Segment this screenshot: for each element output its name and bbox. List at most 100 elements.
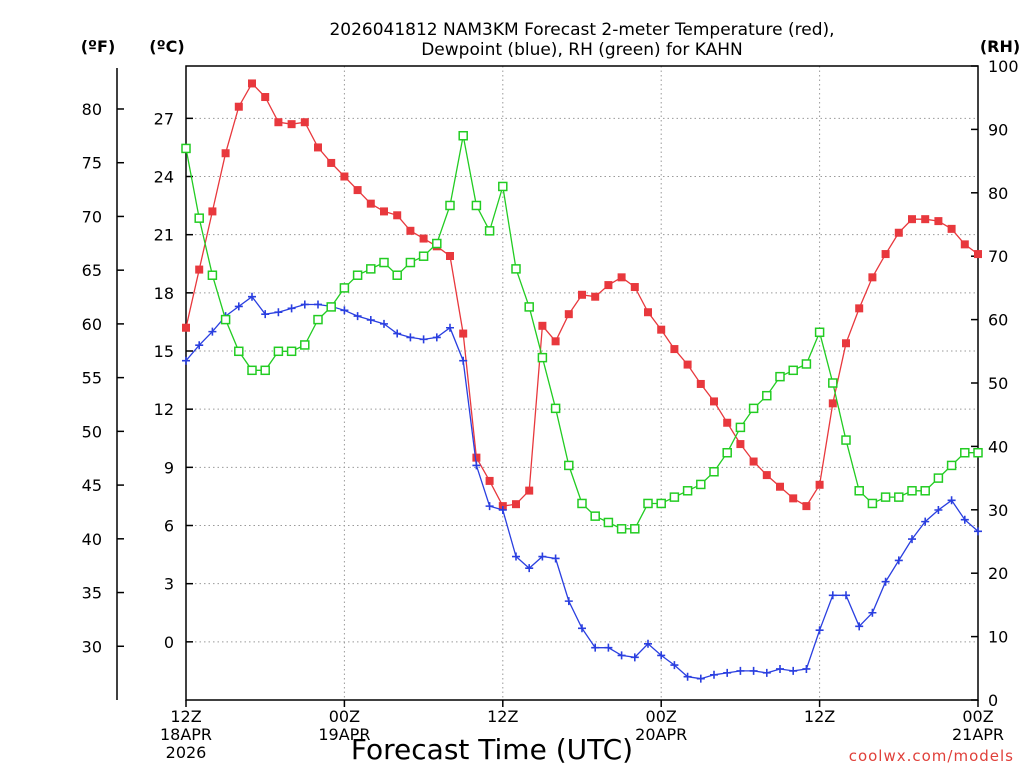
rh-point xyxy=(524,302,534,312)
dewpoint-point xyxy=(591,643,600,652)
rh-point xyxy=(616,524,627,534)
rh-point xyxy=(537,352,548,363)
temperature-point xyxy=(762,471,771,480)
temperature-point xyxy=(736,440,745,449)
temperature-point xyxy=(617,273,626,282)
rh-point xyxy=(603,517,614,528)
dewpoint-point xyxy=(512,552,520,561)
dewpoint-point xyxy=(736,666,745,675)
f-tick-label: 70 xyxy=(82,207,102,226)
rh-tick-label: 70 xyxy=(988,247,1008,266)
dewpoint-point xyxy=(234,302,243,311)
f-tick-label: 65 xyxy=(82,261,102,280)
rh-point xyxy=(748,403,759,414)
dewpoint-point xyxy=(644,639,652,648)
temperature-point xyxy=(538,321,547,330)
rh-point xyxy=(669,492,680,502)
temperature-point xyxy=(894,228,903,237)
rh-point xyxy=(722,447,732,458)
dewpoint-point xyxy=(208,327,217,336)
f-tick-label: 55 xyxy=(82,369,102,388)
dewpoint-point xyxy=(432,333,441,342)
rh-tick-label: 90 xyxy=(988,120,1008,139)
rh-point xyxy=(247,365,257,376)
c-tick-label: 21 xyxy=(154,226,174,245)
rh-point xyxy=(432,238,442,249)
rh-point xyxy=(735,422,746,433)
dewpoint-point xyxy=(195,341,204,350)
temperature-point xyxy=(802,502,811,511)
temperature-point xyxy=(723,418,732,427)
temperature-point xyxy=(314,143,322,152)
dewpoint-point xyxy=(802,664,811,673)
dewpoint-point xyxy=(762,668,771,677)
rh-point xyxy=(775,371,785,382)
x-tick-label: 2026 xyxy=(166,743,207,762)
dewpoint-point xyxy=(340,306,349,315)
dewpoint-point xyxy=(815,626,824,635)
temperature-point xyxy=(353,186,362,195)
temperature-point xyxy=(855,304,864,313)
rh-point xyxy=(352,270,363,280)
x-tick-label: 00Z xyxy=(962,707,993,726)
temperature-point xyxy=(419,234,428,243)
rh-point xyxy=(339,283,350,293)
x-tick-label: 19APR xyxy=(318,725,370,744)
rh-point xyxy=(326,302,336,312)
rh-point xyxy=(181,143,191,154)
temperature-point xyxy=(340,172,349,181)
rh-tick-label: 100 xyxy=(988,57,1019,76)
dewpoint-point xyxy=(842,591,850,600)
dewpoint-point xyxy=(366,315,375,324)
dewpoint-point xyxy=(696,674,705,683)
temperature-point xyxy=(459,329,468,338)
x-tick-label: 20APR xyxy=(635,725,687,744)
temperature-point xyxy=(578,290,586,299)
rh-point xyxy=(550,403,561,414)
x-tick-label: 12Z xyxy=(170,707,201,726)
x-tick-label: 12Z xyxy=(487,707,518,726)
temperature-point xyxy=(749,457,758,466)
rh-series xyxy=(181,130,983,534)
rh-point xyxy=(762,390,772,401)
x-tick-label: 00Z xyxy=(646,707,677,726)
temperature-point xyxy=(248,79,256,88)
rh-tick-label: 60 xyxy=(988,311,1008,330)
temperature-series xyxy=(182,79,982,511)
temperature-point xyxy=(828,399,837,408)
f-tick-label: 50 xyxy=(82,422,102,441)
dewpoint-point xyxy=(182,356,190,365)
rh-tick-label: 50 xyxy=(988,374,1008,393)
rh-point xyxy=(814,327,825,338)
rh-point xyxy=(946,460,957,471)
rh-point xyxy=(194,213,204,223)
rh-line xyxy=(185,135,978,530)
c-tick-label: 3 xyxy=(164,575,174,594)
dewpoint-point xyxy=(393,329,402,338)
rh-point xyxy=(564,460,574,471)
dewpoint-point xyxy=(419,335,428,344)
temperature-point xyxy=(300,118,309,127)
c-tick-label: 15 xyxy=(154,342,174,361)
x-tick-label: 00Z xyxy=(329,707,360,726)
temperature-point xyxy=(512,500,520,509)
f-tick-label: 30 xyxy=(82,637,102,656)
rh-tick-label: 10 xyxy=(988,628,1008,647)
rh-point xyxy=(484,226,495,236)
rh-point xyxy=(960,447,970,458)
temperature-point xyxy=(630,283,639,292)
dewpoint-point xyxy=(776,664,784,673)
dewpoint-point xyxy=(947,496,956,505)
rh-tick-label: 30 xyxy=(988,501,1008,520)
temperature-point xyxy=(670,345,679,354)
f-tick-label: 80 xyxy=(82,100,102,119)
temperature-point xyxy=(789,494,798,503)
dewpoint-point xyxy=(630,653,639,662)
dewpoint-point xyxy=(287,304,296,313)
temperature-point xyxy=(472,453,481,462)
rh-point xyxy=(709,467,719,477)
temperature-point xyxy=(551,337,560,346)
dewpoint-point xyxy=(353,312,362,321)
